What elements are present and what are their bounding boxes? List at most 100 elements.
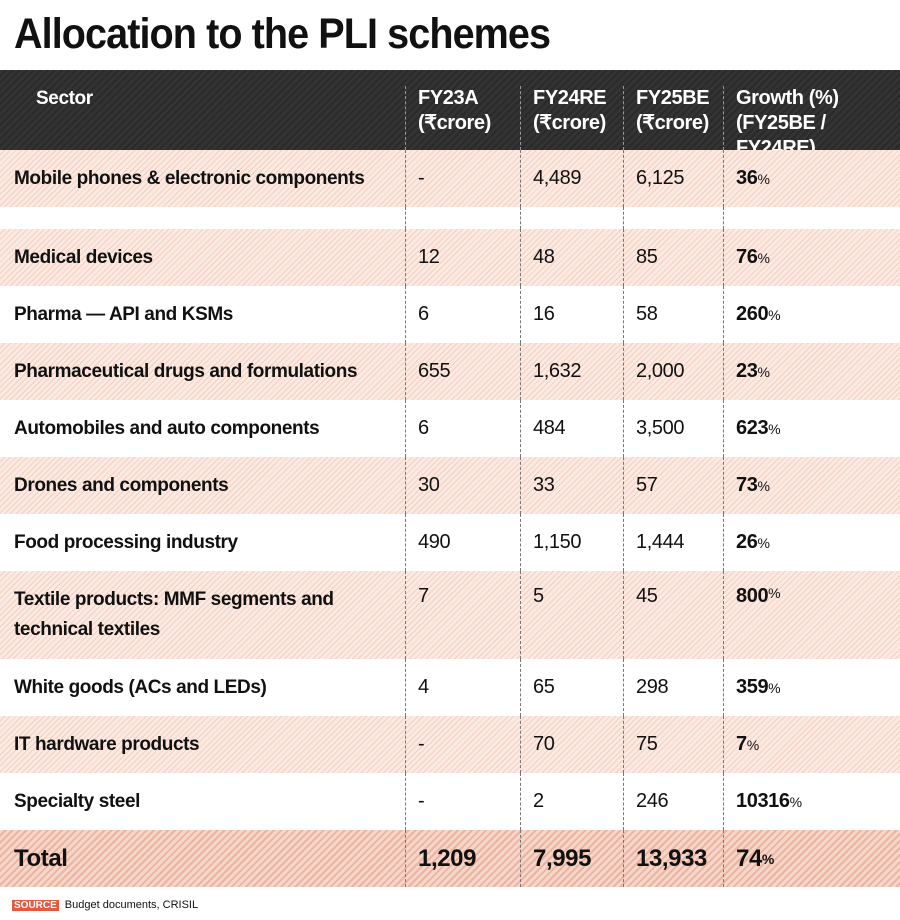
growth-cell: 359% — [723, 659, 900, 716]
growth-value: 23 — [736, 360, 758, 382]
growth-cell: 800% — [723, 571, 900, 659]
fy23a-value: 6 — [405, 400, 520, 457]
fy23a-value: 4 — [405, 659, 520, 716]
source-badge: SOURCE — [12, 899, 59, 911]
total-row: Total 1,209 7,995 13,933 74% — [0, 830, 900, 887]
fy24re-value: 70 — [520, 716, 623, 773]
fy24re-value: 484 — [520, 400, 623, 457]
percent-sign: % — [768, 585, 781, 601]
percent-sign: % — [789, 793, 802, 810]
table-row: IT hardware products - 70 75 7% — [0, 716, 900, 773]
header-sector: Sector — [36, 88, 93, 109]
fy24re-value: 16 — [520, 286, 623, 343]
growth-value: 10316 — [736, 790, 790, 812]
percent-sign: % — [757, 477, 770, 494]
header-fy24re: FY24RE (₹crore) — [520, 86, 623, 150]
total-fy25be: 13,933 — [623, 830, 723, 887]
growth-cell: 36% — [723, 150, 900, 207]
fy24re-value: 65 — [520, 659, 623, 716]
table-row: Textile products: MMF segments and techn… — [0, 571, 900, 659]
growth-value: 623 — [736, 417, 769, 439]
growth-cell: 23% — [723, 343, 900, 400]
header-fy23a: FY23A (₹crore) — [405, 86, 520, 150]
growth-value: 359 — [736, 676, 769, 698]
total-fy24re: 7,995 — [520, 830, 623, 887]
fy23a-value: 6 — [405, 286, 520, 343]
fy24re-value: 2 — [520, 773, 623, 830]
growth-value: 800 — [736, 585, 769, 607]
fy25be-value: 1,444 — [623, 514, 723, 571]
percent-sign: % — [746, 736, 759, 753]
total-fy23a: 1,209 — [405, 830, 520, 887]
sector-name: Pharma — API and KSMs — [14, 303, 233, 325]
sector-name: Textile products: MMF segments and techn… — [14, 589, 334, 640]
total-label: Total — [14, 844, 68, 872]
table-row: Automobiles and auto components 6 484 3,… — [0, 400, 900, 457]
growth-cell: 26% — [723, 514, 900, 571]
header-label: Growth (%) — [736, 87, 839, 109]
fy25be-value: 75 — [623, 716, 723, 773]
header-unit: (₹crore) — [418, 112, 491, 134]
table-row: White goods (ACs and LEDs) 4 65 298 359% — [0, 659, 900, 716]
fy24re-value: 1,632 — [520, 343, 623, 400]
sector-name: Pharmaceutical drugs and formulations — [14, 360, 358, 382]
source-note: SOURCE Budget documents, CRISIL — [12, 899, 198, 911]
table-row: Specialty steel - 2 246 10316% — [0, 773, 900, 830]
fy25be-value: 3,500 — [623, 400, 723, 457]
header-fy25be: FY25BE (₹crore) — [623, 86, 723, 150]
percent-sign: % — [757, 170, 770, 187]
growth-value: 260 — [736, 303, 769, 325]
fy23a-value: 7 — [405, 571, 520, 659]
sector-name: Mobile phones & electronic components — [14, 167, 365, 189]
fy25be-value: 85 — [623, 229, 723, 286]
header-unit: (₹crore) — [533, 112, 606, 134]
growth-cell: 10316% — [723, 773, 900, 830]
fy23a-value: 490 — [405, 514, 520, 571]
growth-value: 73 — [736, 474, 758, 496]
pli-allocation-table: Sector FY23A (₹crore) FY24RE (₹crore) FY25… — [0, 70, 900, 887]
growth-value: 76 — [736, 246, 758, 268]
table-row: Pharma — API and KSMs 6 16 58 260% — [0, 286, 900, 343]
growth-cell: 260% — [723, 286, 900, 343]
growth-value: 74 — [736, 844, 762, 872]
row-spacer — [0, 207, 900, 229]
table-row: Drones and components 30 33 57 73% — [0, 457, 900, 514]
header-growth: Growth (%) (FY25BE / FY24RE) — [723, 86, 900, 159]
fy25be-value: 57 — [623, 457, 723, 514]
percent-sign: % — [757, 249, 770, 266]
table-header: Sector FY23A (₹crore) FY24RE (₹crore) FY25… — [0, 70, 900, 159]
fy25be-value: 45 — [623, 571, 723, 659]
growth-value: 26 — [736, 531, 758, 553]
page-title: Allocation to the PLI schemes — [14, 10, 551, 58]
fy23a-value: 30 — [405, 457, 520, 514]
fy24re-value: 48 — [520, 229, 623, 286]
header-label: FY25BE — [636, 87, 710, 109]
growth-cell: 76% — [723, 229, 900, 286]
sector-name: White goods (ACs and LEDs) — [14, 676, 267, 698]
fy24re-value: 33 — [520, 457, 623, 514]
percent-sign: % — [757, 534, 770, 551]
fy23a-value: - — [405, 150, 520, 207]
fy25be-value: 6,125 — [623, 150, 723, 207]
percent-sign: % — [761, 850, 774, 867]
fy24re-value: 5 — [520, 571, 623, 659]
percent-sign: % — [757, 363, 770, 380]
fy25be-value: 298 — [623, 659, 723, 716]
growth-value: 36 — [736, 167, 758, 189]
table-row: Mobile phones & electronic components - … — [0, 150, 900, 207]
header-unit: (₹crore) — [636, 112, 709, 134]
growth-value: 7 — [736, 733, 747, 755]
source-text: Budget documents, CRISIL — [64, 899, 199, 911]
percent-sign: % — [768, 420, 781, 437]
growth-cell: 623% — [723, 400, 900, 457]
sector-name: Drones and components — [14, 474, 229, 496]
sector-name: Medical devices — [14, 246, 153, 268]
growth-cell: 7% — [723, 716, 900, 773]
sector-name: IT hardware products — [14, 733, 200, 755]
table-row: Pharmaceutical drugs and formulations 65… — [0, 343, 900, 400]
fy25be-value: 58 — [623, 286, 723, 343]
fy23a-value: 655 — [405, 343, 520, 400]
table-row: Food processing industry 490 1,150 1,444… — [0, 514, 900, 571]
fy23a-value: - — [405, 716, 520, 773]
fy24re-value: 4,489 — [520, 150, 623, 207]
